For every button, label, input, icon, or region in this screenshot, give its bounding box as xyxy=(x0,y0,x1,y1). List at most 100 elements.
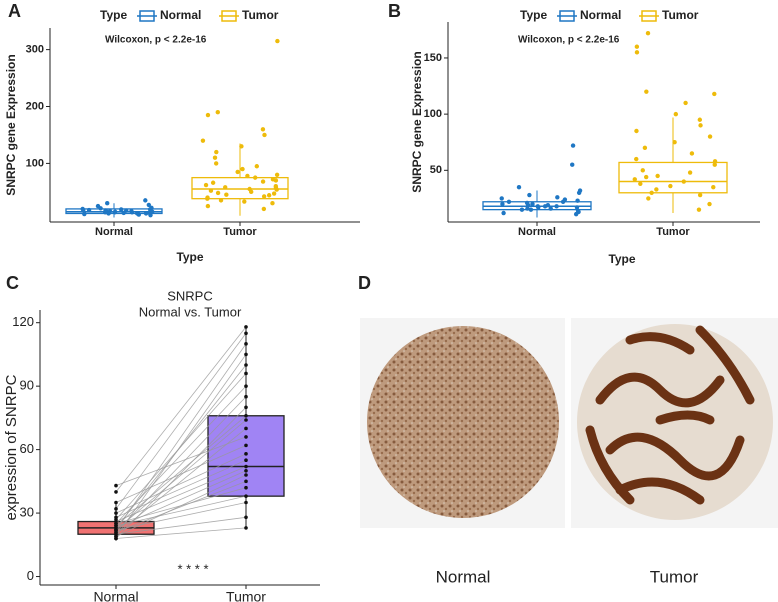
point xyxy=(114,483,118,488)
point xyxy=(570,143,576,148)
legend-title: Type xyxy=(100,8,127,22)
point xyxy=(644,89,649,94)
point xyxy=(213,161,219,166)
point xyxy=(244,342,248,346)
point xyxy=(215,190,221,196)
pair-line xyxy=(115,474,247,537)
point xyxy=(516,184,522,190)
point xyxy=(210,180,216,185)
point xyxy=(640,168,645,173)
point xyxy=(689,151,695,156)
y-tick-label: 100 xyxy=(26,157,44,169)
point xyxy=(712,159,718,164)
y-tick-label: 0 xyxy=(27,568,34,583)
point xyxy=(638,181,643,186)
pair-line xyxy=(115,354,247,537)
point xyxy=(254,164,260,169)
y-tick-label: 120 xyxy=(12,314,34,329)
point xyxy=(244,413,248,418)
point xyxy=(244,485,248,490)
chart-subtitle: Normal vs. Tumor xyxy=(139,304,242,319)
point xyxy=(683,100,688,106)
point xyxy=(146,202,152,208)
point xyxy=(244,443,248,448)
point xyxy=(235,169,240,175)
point xyxy=(712,162,717,167)
point xyxy=(274,172,280,177)
point xyxy=(645,31,651,36)
point xyxy=(681,179,687,184)
pair-line xyxy=(115,516,247,535)
pair-line xyxy=(115,436,247,486)
pair-line xyxy=(115,333,247,510)
point xyxy=(574,205,580,210)
point xyxy=(654,187,659,192)
panel-label: B xyxy=(388,1,401,21)
point xyxy=(697,117,703,122)
point xyxy=(697,192,703,198)
point xyxy=(273,185,279,191)
point xyxy=(114,517,118,522)
point xyxy=(239,144,244,149)
point xyxy=(275,38,280,44)
x-tick-label: Normal xyxy=(93,589,138,602)
point xyxy=(205,195,210,200)
point xyxy=(260,179,266,184)
point xyxy=(214,149,219,155)
point xyxy=(112,209,118,214)
point xyxy=(554,204,559,209)
point xyxy=(649,190,654,195)
legend-label: Tumor xyxy=(662,8,699,22)
point xyxy=(527,192,532,198)
annotation: * * * * xyxy=(177,561,208,576)
point xyxy=(244,526,248,530)
point xyxy=(261,194,267,199)
pair-line xyxy=(115,407,247,539)
point xyxy=(248,189,254,195)
pair-line xyxy=(115,502,247,531)
point xyxy=(208,188,214,193)
point xyxy=(244,384,248,388)
y-tick-label: 100 xyxy=(424,108,442,120)
point xyxy=(244,325,248,329)
point xyxy=(244,435,248,439)
point xyxy=(634,44,640,49)
point xyxy=(525,206,530,211)
x-axis-label: Type xyxy=(608,252,635,266)
tissue-images xyxy=(360,318,778,528)
tissue-glands xyxy=(585,325,755,505)
point xyxy=(114,511,118,515)
legend-title: Type xyxy=(520,8,547,22)
pair-line xyxy=(115,419,247,531)
point xyxy=(506,199,512,204)
pair-line xyxy=(115,470,247,529)
point xyxy=(542,204,548,209)
point xyxy=(244,426,248,431)
point xyxy=(98,206,103,211)
point xyxy=(114,490,118,494)
x-tick-label: Tumor xyxy=(223,226,257,238)
point xyxy=(244,464,248,469)
point xyxy=(242,199,247,204)
point xyxy=(114,521,118,526)
y-axis-label: expression of SNRPC xyxy=(3,374,20,520)
x-tick-label: Normal xyxy=(518,226,556,238)
point xyxy=(548,206,553,211)
image-label: Normal xyxy=(436,567,491,586)
point xyxy=(135,211,140,216)
point xyxy=(499,196,504,201)
tissue-core xyxy=(367,326,559,518)
point xyxy=(245,173,250,179)
x-axis-label: Type xyxy=(176,250,203,264)
point xyxy=(244,494,248,498)
point xyxy=(114,500,118,505)
x-tick-label: Tumor xyxy=(656,226,690,238)
point xyxy=(86,207,92,213)
point xyxy=(536,205,541,210)
legend-label: Normal xyxy=(160,8,201,22)
y-tick-label: 150 xyxy=(424,52,442,64)
point xyxy=(244,452,248,456)
y-axis-label: SNRPC gene Expression xyxy=(4,54,18,195)
point xyxy=(642,145,648,151)
legend-label: Tumor xyxy=(242,8,279,22)
